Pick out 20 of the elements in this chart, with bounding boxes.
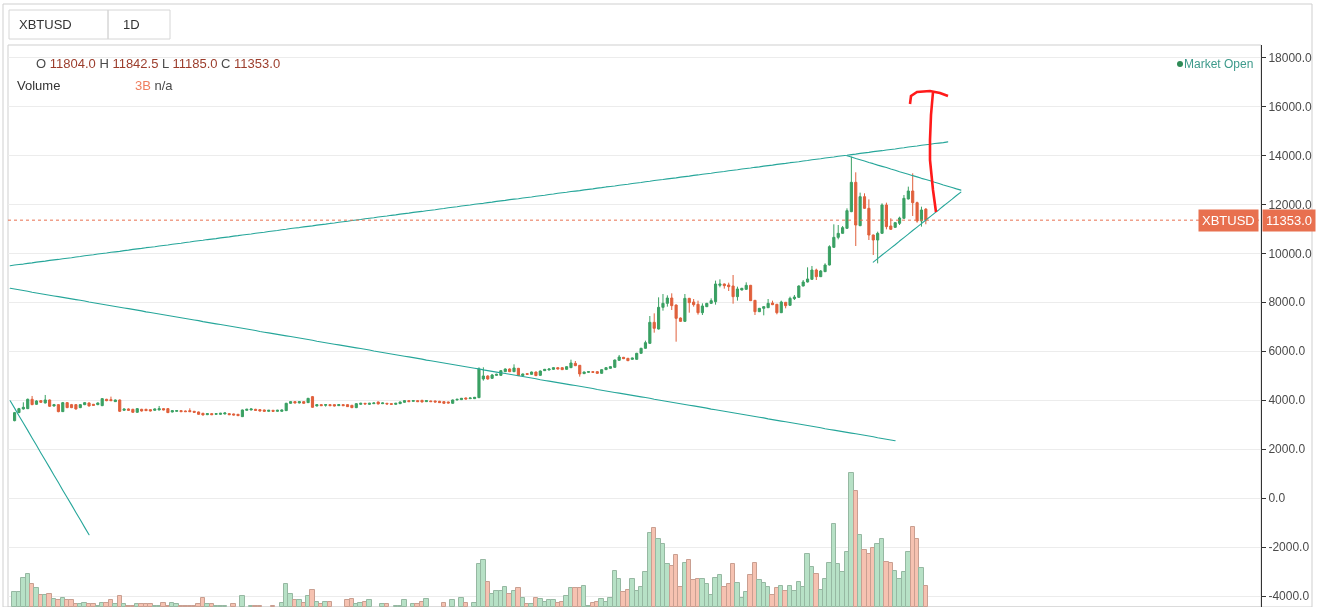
y-tick-label: 16000.0 (1268, 99, 1313, 114)
y-tick-label: 8000.0 (1268, 295, 1306, 310)
text: 11353.0 (1266, 213, 1313, 228)
y-tick-label: 2000.0 (1268, 442, 1306, 457)
annotation: O 11804.0 H 11842.5 L 11185.0 C 11353.0 (36, 56, 281, 71)
y-tick-label: 6000.0 (1268, 344, 1306, 359)
annotation: 3B n/a (135, 78, 174, 93)
ref-line-label: XBTUSD (1202, 213, 1255, 228)
y-tick-label: 14000.0 (1268, 148, 1313, 163)
annotation: Market Open (1184, 57, 1254, 71)
chart-subtitle: 1D (123, 17, 140, 32)
y-tick-label: 4000.0 (1268, 393, 1306, 408)
y-tick-label: 18000.0 (1268, 50, 1313, 65)
chart-title: Volume (17, 78, 61, 93)
y-tick-label: 10000.0 (1268, 246, 1313, 261)
chart-title: XBTUSD (19, 17, 72, 32)
y-tick-label: 0.0 (1268, 491, 1286, 506)
y-tick-label: -4000.0 (1268, 589, 1310, 604)
y-tick-label: -2000.0 (1268, 540, 1310, 555)
y-tick-label: 12000.0 (1268, 197, 1313, 212)
